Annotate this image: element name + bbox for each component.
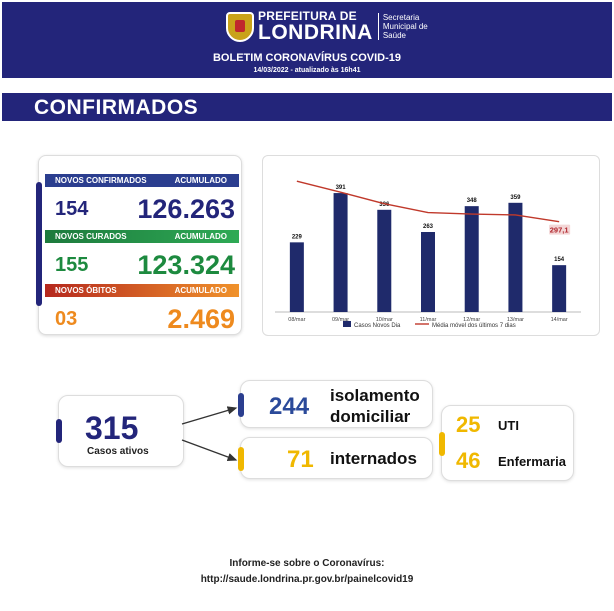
ward-label: Enfermaria (498, 454, 566, 469)
ward-value: 46 (456, 448, 481, 473)
isolation-box: 244 isolamento domiciliar (238, 380, 433, 428)
secretaria-line: Municipal de (382, 22, 428, 31)
bulletin-title: BOLETIM CORONAVÍRUS COVID-19 (212, 52, 402, 64)
city-logo: PREFEITURA DE LONDRINA Secretaria Munici… (226, 10, 428, 43)
recovered-accum-label: ACUMULADO (174, 232, 227, 241)
x-tick-label: 13/mar (507, 317, 524, 323)
arrow-to-hospital (181, 439, 238, 462)
x-tick-label: 10/mar (376, 317, 393, 323)
uti-label: UTI (498, 418, 519, 433)
arrow-to-isolation (181, 406, 238, 425)
isolation-label-line: isolamento (330, 386, 420, 405)
deaths-label: NOVOS ÓBITOS (55, 286, 117, 295)
confirmed-label: NOVOS CONFIRMADOS (55, 176, 147, 185)
daily-cases-chart: 229 08/mar 391 09/mar 336 10/mar 263 11/mar 348 1… (262, 155, 600, 336)
header-banner: PREFEITURA DE LONDRINA Secretaria Munici… (2, 2, 612, 78)
x-tick-label: 08/mar (288, 317, 305, 323)
breakdown-accent-bar (439, 432, 445, 456)
footer-link[interactable]: http://saude.londrina.pr.gov.br/painelco… (200, 574, 414, 585)
bar (289, 242, 304, 312)
moving-average-line (296, 180, 560, 223)
londrina-text: LONDRINA (258, 21, 373, 44)
accent-bar (36, 182, 42, 306)
confirmed-accum-label: ACUMULADO (174, 176, 227, 185)
moving-average-last-label: 297,1 (550, 226, 569, 235)
bar (508, 202, 523, 312)
hospital-box: 71 internados (238, 437, 433, 479)
bar (464, 206, 479, 312)
coat-of-arms-icon (226, 11, 254, 42)
secretaria-text: Secretaria Municipal de Saúde (377, 13, 428, 40)
deaths-accum-label: ACUMULADO (174, 286, 227, 295)
bar-value-label: 336 (379, 202, 390, 208)
confirmed-label-bar: NOVOS CONFIRMADOS ACUMULADO (45, 174, 239, 187)
bar-value-label: 263 (423, 224, 434, 230)
hospital-breakdown-box: 25 UTI 46 Enfermaria (439, 405, 574, 481)
bar (421, 232, 435, 312)
section-title: CONFIRMADOS (34, 96, 199, 119)
x-tick-label: 14/mar (551, 317, 568, 323)
confirmed-total-value: 126.263 (137, 194, 235, 224)
chart-svg: 229 08/mar 391 09/mar 336 10/mar 263 11/mar 348 1… (275, 180, 581, 329)
bar-value-label: 359 (510, 195, 521, 201)
footer-info: Informe-se sobre o Coronavírus: (229, 558, 385, 569)
recovered-label-bar: NOVOS CURADOS ACUMULADO (45, 230, 239, 243)
deaths-new-value: 03 (55, 308, 78, 330)
legend-bar-label: Casos Novos Dia (354, 323, 401, 329)
active-count: 315 (85, 410, 139, 446)
section-bar: CONFIRMADOS (2, 93, 612, 121)
recovered-label: NOVOS CURADOS (55, 232, 127, 241)
bar (552, 265, 567, 312)
hospital-accent-bar (238, 447, 244, 471)
active-cases-box: 315 Casos ativos (56, 395, 184, 467)
secretaria-line: Secretaria (382, 13, 420, 22)
x-tick-label: 09/mar (332, 317, 349, 323)
active-accent-bar (56, 419, 62, 443)
hospital-label: internados (330, 449, 417, 468)
hospital-value: 71 (287, 446, 314, 473)
last-value-badge (549, 224, 571, 235)
bar (333, 193, 348, 312)
bar (377, 209, 392, 312)
bar-value-label: 348 (467, 198, 478, 204)
deaths-total-value: 2.469 (167, 304, 235, 334)
stats-card: NOVOS CONFIRMADOS ACUMULADO 154 126.263 … (36, 155, 242, 335)
isolation-label-line: domiciliar (330, 407, 411, 426)
bar-value-label: 391 (336, 185, 347, 191)
legend-bar-swatch (343, 321, 351, 327)
legend-line-label: Média móvel dos últimos 7 dias (432, 323, 516, 329)
prefeitura-text: PREFEITURA DE (258, 9, 357, 23)
recovered-total-value: 123.324 (137, 250, 235, 280)
x-tick-label: 12/mar (463, 317, 480, 323)
isolation-value: 244 (269, 393, 310, 420)
uti-value: 25 (456, 412, 481, 437)
x-tick-label: 11/mar (420, 317, 437, 323)
bar-value-label: 229 (292, 234, 303, 240)
isolation-label: isolamento domiciliar (330, 385, 420, 427)
deaths-label-bar: NOVOS ÓBITOS ACUMULADO (45, 284, 239, 297)
recovered-new-value: 155 (55, 254, 89, 276)
confirmed-new-value: 154 (55, 198, 89, 220)
isolation-accent-bar (238, 393, 244, 417)
bar-value-label: 154 (554, 257, 565, 263)
update-date: 14/03/2022 - atualizado às 16h41 (253, 67, 361, 74)
secretaria-line: Saúde (382, 31, 406, 40)
active-label: Casos ativos (87, 446, 149, 457)
arrows (181, 406, 238, 462)
